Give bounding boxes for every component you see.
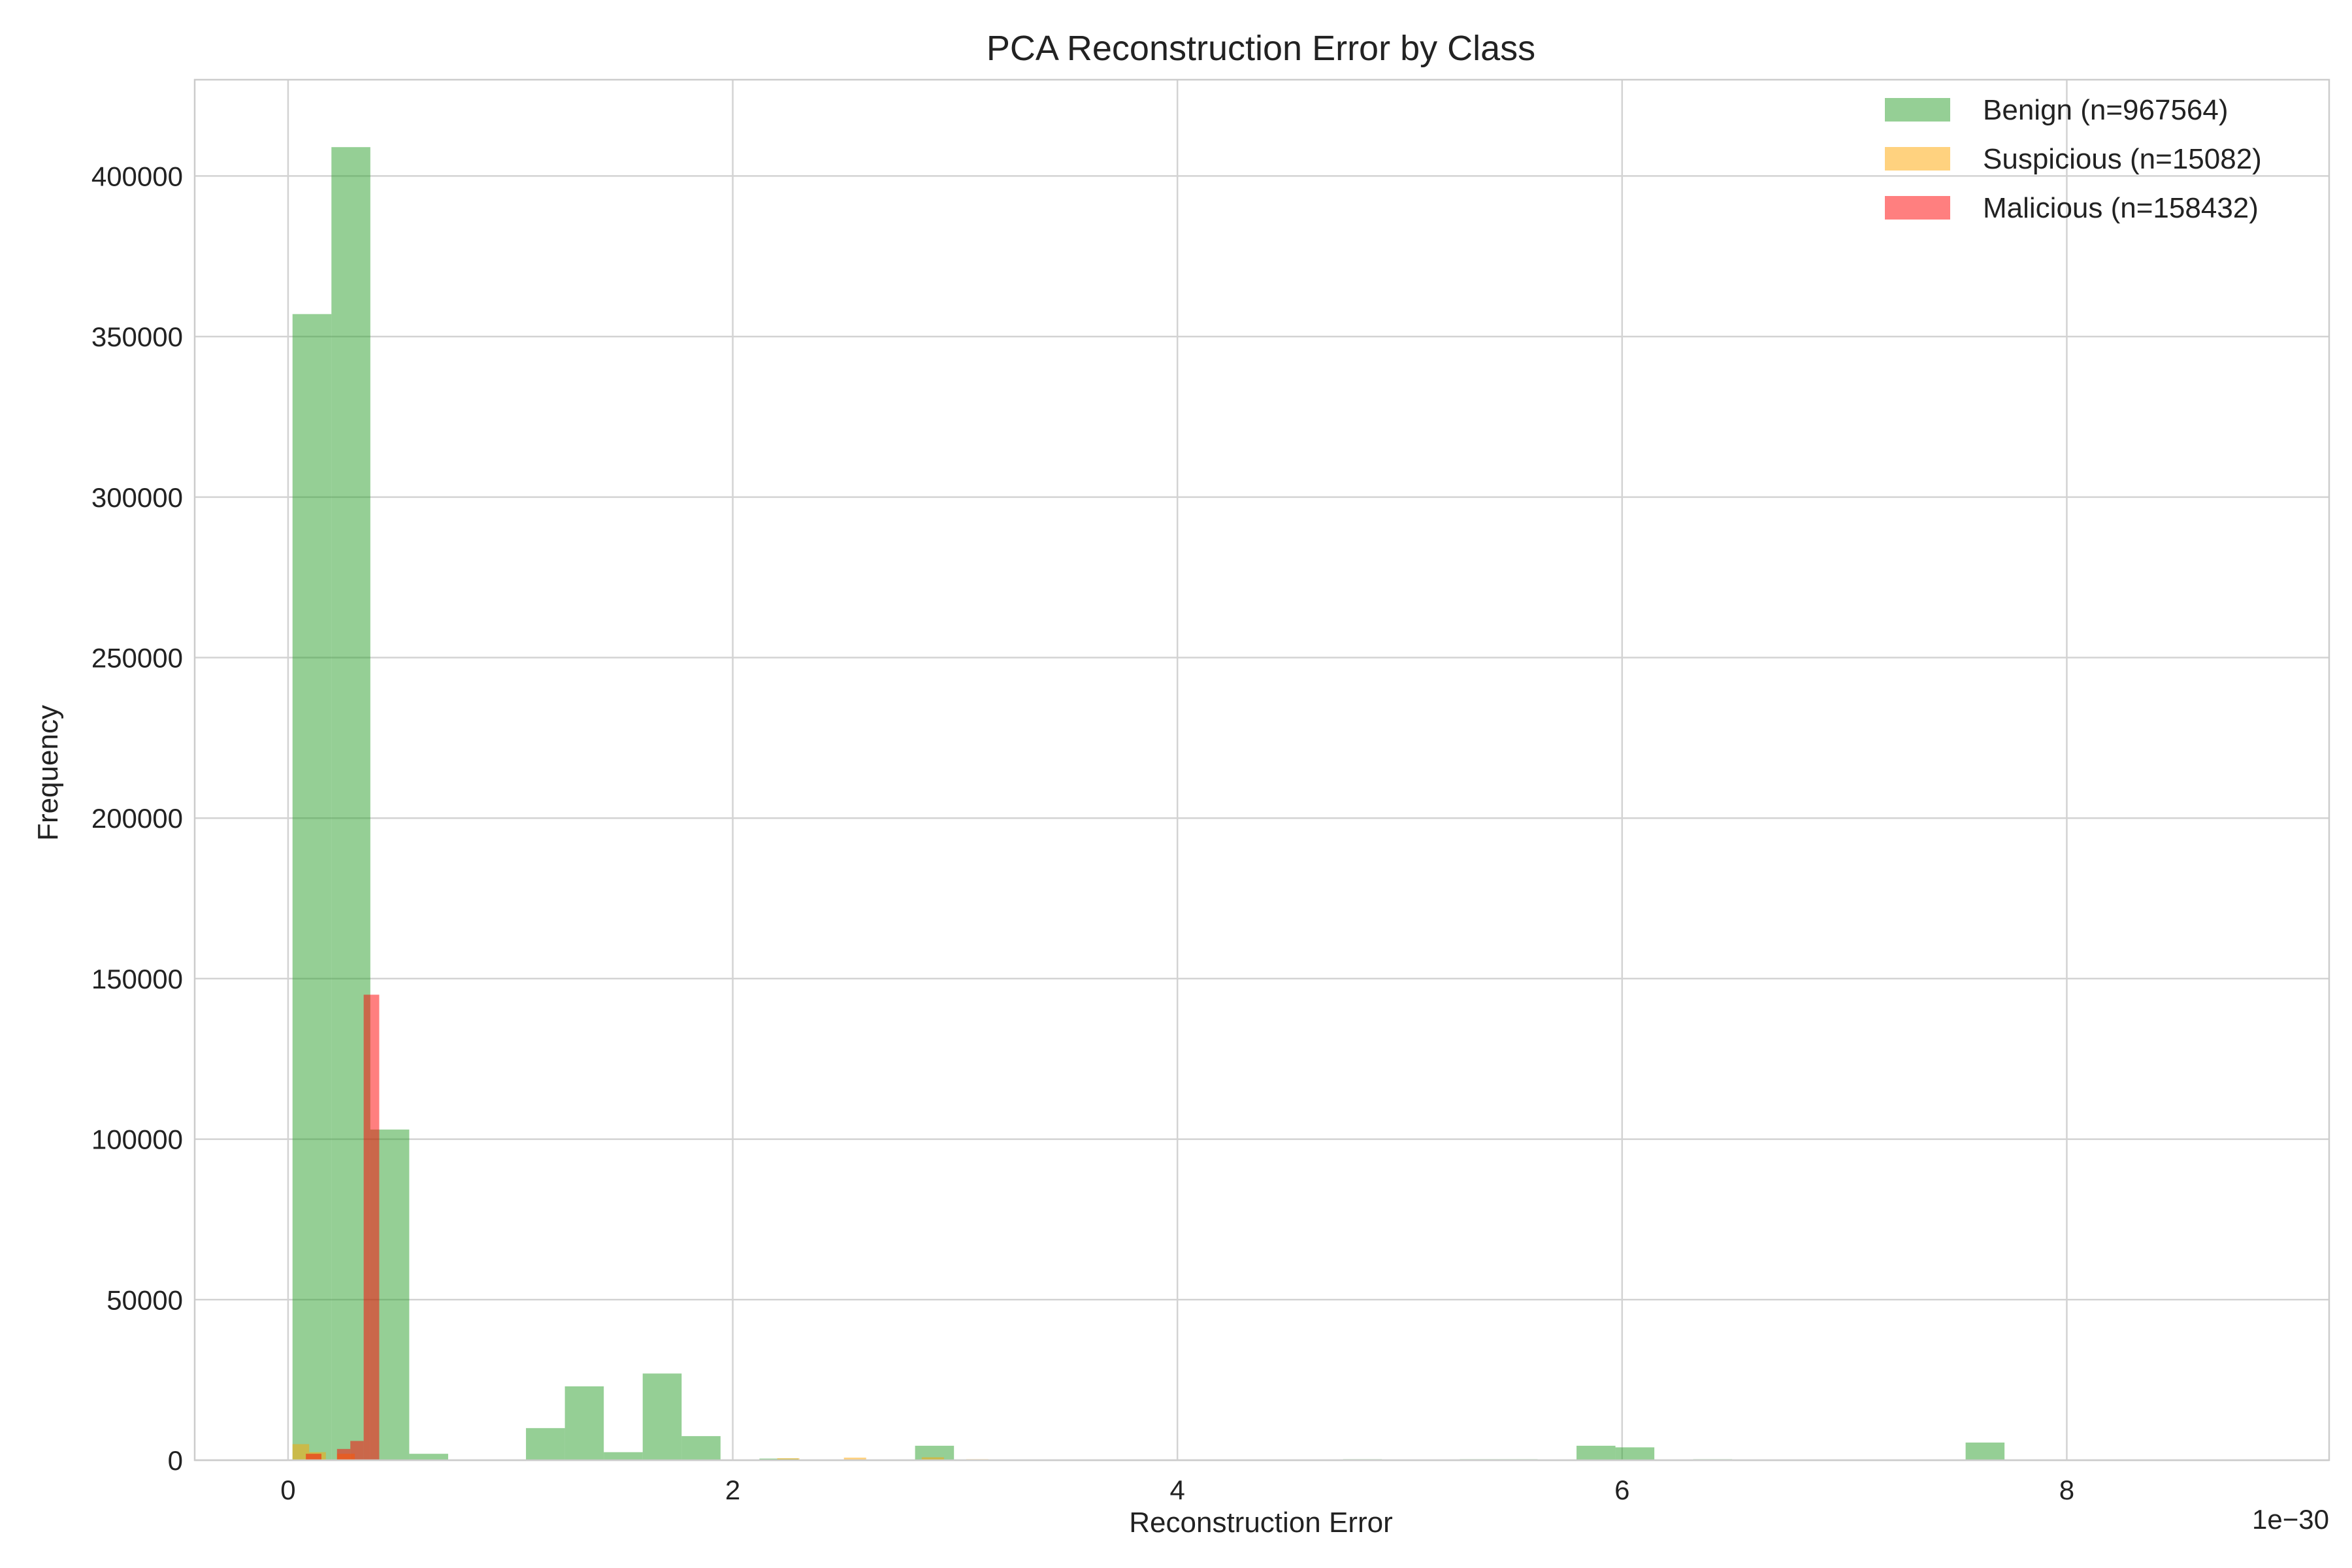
histogram-bar xyxy=(915,1445,955,1460)
y-gridlines xyxy=(195,175,2329,1462)
histogram-bar xyxy=(921,1457,944,1460)
series-2-bars xyxy=(306,994,380,1460)
histogram-bar xyxy=(306,1454,321,1460)
y-tick-label: 350000 xyxy=(91,321,183,352)
histogram-bar xyxy=(1965,1442,2005,1460)
x-gridlines xyxy=(287,80,2068,1460)
x-tick-label: 4 xyxy=(1170,1475,1185,1505)
histogram-bar xyxy=(777,1458,800,1460)
x-tick-label: 6 xyxy=(1614,1475,1629,1505)
histogram-bar xyxy=(526,1428,565,1460)
y-tick-label: 50000 xyxy=(106,1284,183,1315)
y-axis-label: Frequency xyxy=(32,705,64,841)
x-tick-label: 8 xyxy=(2059,1475,2074,1505)
x-tick-label: 2 xyxy=(725,1475,740,1505)
histogram-bar xyxy=(292,314,332,1460)
legend-label: Suspicious (n=15082) xyxy=(1983,143,2262,175)
x-tick-label: 0 xyxy=(280,1475,295,1505)
histogram-bars xyxy=(292,147,2005,1461)
y-tick-label: 100000 xyxy=(91,1124,183,1155)
histogram-bar xyxy=(564,1386,604,1460)
legend-label: Malicious (n=158432) xyxy=(1983,192,2259,224)
y-tick-labels: 0 50000 100000 150000 200000 250000 300000 3500… xyxy=(91,161,183,1476)
legend: Benign (n=967564) Suspicious (n=15082) Mal… xyxy=(1885,94,2262,224)
histogram-bar xyxy=(409,1454,448,1460)
legend-swatch xyxy=(1885,98,1950,122)
y-tick-label: 400000 xyxy=(91,161,183,191)
y-tick-label: 300000 xyxy=(91,482,183,513)
histogram-bar xyxy=(336,1448,351,1460)
histogram-bar xyxy=(642,1373,682,1460)
x-scale-label: 1e−30 xyxy=(2252,1504,2329,1535)
histogram-bar xyxy=(681,1436,721,1460)
y-tick-label: 0 xyxy=(168,1445,183,1476)
x-tick-labels: 0 2 4 6 8 xyxy=(280,1475,2074,1505)
histogram-bar xyxy=(363,994,380,1460)
histogram-bar xyxy=(843,1458,866,1460)
legend-swatch xyxy=(1885,147,1950,171)
y-tick-label: 150000 xyxy=(91,964,183,994)
histogram-bar xyxy=(1576,1445,1616,1460)
plot-frame xyxy=(193,78,2330,1462)
y-tick-label: 250000 xyxy=(91,643,183,674)
histogram-bar xyxy=(350,1441,364,1460)
legend-label: Benign (n=967564) xyxy=(1983,94,2229,126)
legend-swatch xyxy=(1885,196,1950,220)
x-axis-label: Reconstruction Error xyxy=(1129,1507,1392,1539)
histogram-bar xyxy=(604,1452,643,1460)
y-tick-label: 200000 xyxy=(91,803,183,834)
histogram-bar xyxy=(1615,1447,1655,1460)
chart-title: PCA Reconstruction Error by Class xyxy=(987,29,1535,68)
